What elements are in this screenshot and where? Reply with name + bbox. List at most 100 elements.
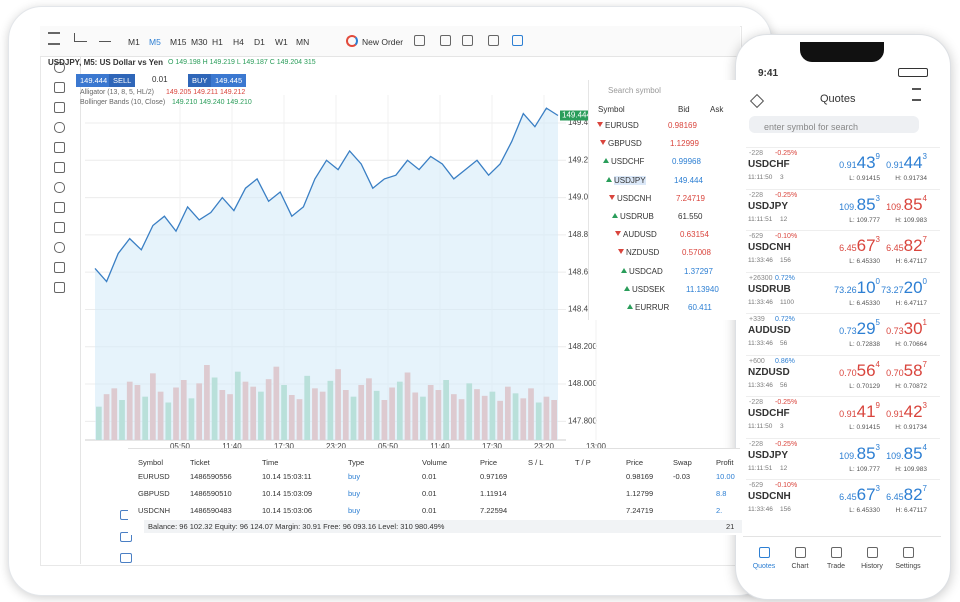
tool-icon[interactable] — [54, 102, 65, 113]
timeframe-button[interactable]: M30 — [191, 37, 208, 47]
tab-label[interactable]: Trade — [826, 563, 846, 570]
timeframe-button[interactable]: H1 — [212, 37, 223, 47]
indicators-icon[interactable] — [462, 35, 473, 46]
tab-label[interactable]: Quotes — [752, 563, 776, 570]
quote-change: -629 — [749, 233, 764, 240]
quote-spread: 12 — [780, 464, 788, 472]
tool-icon[interactable] — [54, 182, 65, 193]
tool-icon[interactable] — [54, 82, 65, 93]
tool-icon[interactable] — [54, 162, 65, 173]
quote-high: H: 6.47117 — [895, 507, 927, 514]
quote-symbol[interactable]: USDJPY — [748, 200, 789, 212]
symbol-name[interactable]: USDRUB — [620, 212, 654, 221]
quote-symbol[interactable]: NZDUSD — [748, 366, 790, 378]
timeframe-button[interactable]: M1 — [128, 37, 140, 47]
symbol-name[interactable]: NZDUSD — [626, 248, 660, 258]
quote-symbol[interactable]: USDCHF — [748, 408, 790, 419]
quote-ask-sup: 4 — [922, 442, 927, 452]
tool-icon[interactable] — [54, 62, 65, 73]
tool-icon[interactable] — [54, 122, 65, 133]
zoom-in-icon[interactable] — [414, 35, 425, 46]
tab-label[interactable]: History — [861, 563, 883, 570]
symbol-search[interactable]: Search symbol — [608, 86, 661, 95]
quote-high: H: 109.983 — [895, 465, 927, 473]
panel-icon[interactable] — [120, 532, 132, 542]
symbol-name[interactable]: GBPUSD — [608, 139, 642, 149]
quote-symbol[interactable]: USDRUB — [748, 283, 791, 295]
zoom-out-icon[interactable] — [440, 35, 451, 46]
symbol-name[interactable]: USDJPY — [614, 175, 646, 185]
symbol-bid: 1.12999 — [670, 139, 699, 149]
tool-icon[interactable] — [54, 262, 65, 273]
quote-separator — [746, 230, 940, 231]
timeframe-button[interactable]: H4 — [233, 37, 244, 47]
quote-symbol[interactable]: USDJPY — [748, 449, 789, 461]
sell-button[interactable]: SELL — [109, 74, 136, 87]
tool-icon[interactable] — [54, 202, 65, 213]
tab-icon[interactable] — [903, 547, 914, 558]
symbol-name[interactable]: USDSEK — [632, 284, 665, 294]
phone-status — [898, 68, 928, 77]
symbol-arrow — [597, 122, 603, 127]
timeframe-button[interactable]: M15 — [170, 37, 187, 47]
quote-low: L: 0.91415 — [849, 424, 880, 431]
quote-bid: 6.45673 — [810, 484, 880, 505]
quote-symbol[interactable]: USDCNH — [748, 242, 791, 253]
buy-button[interactable]: BUY — [188, 74, 212, 87]
quote-separator — [746, 313, 940, 314]
timeframe-button[interactable]: MN — [296, 37, 310, 47]
trade-header: Price — [480, 458, 498, 467]
quote-change: +26300 — [749, 274, 773, 282]
quote-change: -228 — [749, 440, 764, 448]
panel-icon[interactable] — [120, 553, 132, 563]
sell-price: 149.444 — [76, 74, 112, 87]
quote-ask: 6.45827 — [857, 235, 927, 256]
tool-icon[interactable] — [54, 242, 65, 253]
symbol-name[interactable]: USDCAD — [629, 266, 663, 276]
trade-cell: 8.8 — [716, 489, 727, 498]
phone-screen — [743, 42, 941, 590]
quote-symbol[interactable]: AUDUSD — [748, 325, 791, 336]
tool-icon[interactable] — [54, 142, 65, 153]
quote-bid: 6.45673 — [810, 235, 880, 256]
objects-icon[interactable] — [488, 35, 499, 46]
list-icon[interactable] — [912, 88, 921, 101]
templates-icon[interactable] — [512, 35, 523, 46]
symbol-name[interactable]: EURRUR — [635, 303, 670, 312]
symbol-name[interactable]: USDCNH — [617, 193, 652, 203]
tab-label[interactable]: Settings — [895, 563, 921, 570]
quote-bid-sup: 4 — [875, 359, 880, 369]
symbols-panel — [588, 80, 741, 320]
quote-bid-sup: 5 — [875, 318, 880, 327]
quote-bid: 0.73295 — [810, 318, 880, 339]
tab-icon[interactable] — [867, 547, 878, 558]
timeframe-button[interactable]: D1 — [254, 37, 265, 47]
timeframe-button[interactable]: W1 — [275, 37, 288, 47]
quote-ask: 0.91423 — [857, 401, 927, 422]
quote-high: H: 0.70664 — [895, 341, 927, 348]
quote-symbol[interactable]: USDCHF — [748, 159, 790, 170]
quote-ask: 109.854 — [857, 443, 927, 464]
symbol-arrow — [606, 176, 612, 182]
quote-spread: 156 — [780, 257, 791, 264]
tab-label[interactable]: Chart — [791, 563, 809, 570]
tool-icon[interactable] — [54, 282, 65, 293]
x-tick-label: 23:20 — [534, 442, 555, 451]
quote-ask-big: 73.27 — [881, 284, 904, 295]
tab-icon[interactable] — [831, 547, 842, 558]
quote-ask-main: 30 — [903, 319, 923, 338]
timeframe-button[interactable]: M5 — [149, 37, 161, 47]
symbol-name[interactable]: USDCHF — [611, 157, 645, 167]
quote-time: 11:11:51 — [748, 464, 773, 472]
quote-symbol[interactable]: USDCNH — [748, 491, 791, 502]
symbol-name[interactable]: AUDUSD — [623, 230, 657, 240]
x-tick-label: 11:40 — [222, 442, 242, 451]
symbol-name[interactable]: EURUSD — [605, 121, 639, 130]
new-order-button[interactable]: New Order — [362, 37, 404, 47]
tool-icon[interactable] — [54, 222, 65, 233]
quote-ask: 0.73301 — [857, 318, 927, 339]
phone-search[interactable] — [749, 116, 919, 133]
quote-high: H: 109.983 — [895, 216, 927, 224]
tab-icon[interactable] — [759, 547, 770, 558]
tab-icon[interactable] — [795, 547, 806, 558]
